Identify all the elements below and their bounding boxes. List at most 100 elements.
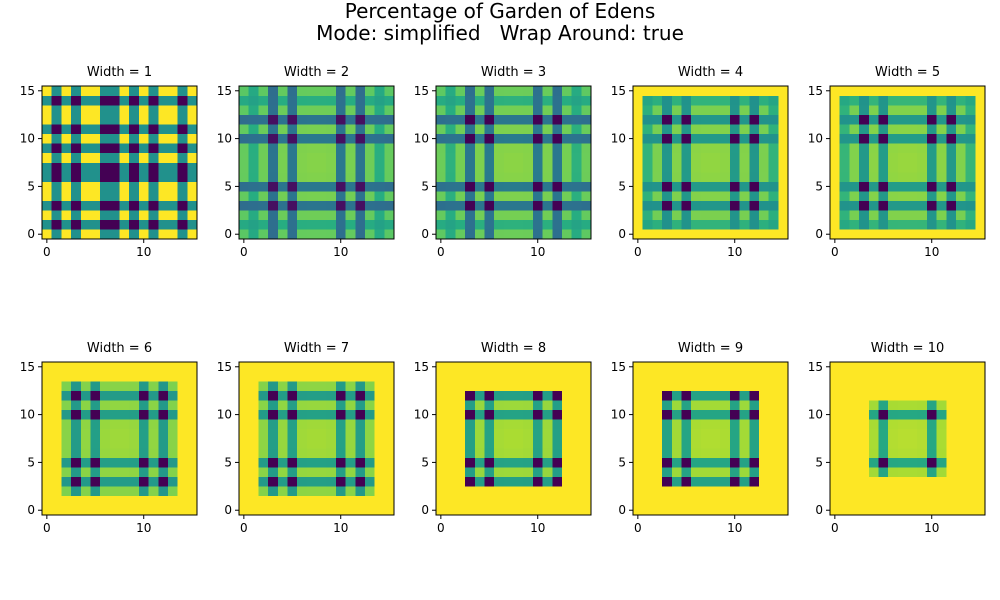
heatmap-cell [374,476,385,487]
heatmap-cell [955,409,966,420]
heatmap-cell [277,200,288,211]
heatmap-cell [965,152,976,163]
heatmap-cell [671,438,682,449]
heatmap-cell [830,428,840,439]
heatmap-cell [326,448,337,458]
heatmap-cell [878,419,889,430]
heatmap-cell [936,200,947,211]
heatmap-cell [839,229,850,240]
heatmap-cell [552,409,563,420]
heatmap-cell [119,476,130,487]
heatmap-cell [465,505,476,516]
heatmap-cell [306,495,317,506]
heatmap-cell [374,400,385,411]
heatmap-cell [167,419,178,430]
heatmap-cell [946,438,957,449]
heatmap-cell [936,105,947,115]
heatmap-cell [561,172,572,182]
heatmap-cell [484,371,495,382]
heatmap-cell [119,152,130,163]
heatmap-cell [642,219,653,230]
heatmap-cell [839,219,850,230]
heatmap-cell [859,371,870,382]
heatmap-cell [758,438,769,449]
heatmap-cell [436,181,446,192]
heatmap-cell [710,162,721,173]
heatmap-cell [671,371,682,382]
heatmap-cell [384,143,395,154]
heatmap-cell [80,476,91,487]
heatmap-cell [671,86,682,96]
heatmap-cell [542,152,553,163]
heatmap-cell [80,200,91,211]
heatmap-cell [739,495,750,506]
heatmap-cell [720,172,731,182]
heatmap-cell [907,400,918,411]
heatmap-cell [71,229,82,240]
heatmap-cell [523,114,534,125]
heatmap-cell [720,143,731,154]
heatmap-cell [888,448,899,458]
heatmap-cell [888,457,899,468]
heatmap-cell [326,200,337,211]
heatmap-cell [167,428,178,439]
heatmap-cell [849,505,860,516]
heatmap-cell [90,200,101,211]
heatmap-cell [61,124,72,135]
heatmap-cell [248,219,259,230]
heatmap-cell [946,495,957,506]
heatmap-cell [946,105,957,115]
heatmap-cell [187,495,198,506]
heatmap-cell [907,172,918,182]
heatmap-cell [187,381,198,391]
heatmap-cell [917,495,928,506]
heatmap-cell [158,467,169,478]
heatmap-cell [652,219,663,230]
heatmap-cell [167,114,178,125]
heatmap-cell [839,200,850,211]
heatmap-cell [138,152,149,163]
heatmap-cell [345,200,356,211]
heatmap-cell [355,448,366,458]
heatmap-cell [148,124,159,135]
heatmap-cell [445,409,456,420]
heatmap-cell [739,219,750,230]
heatmap-cell [955,181,966,192]
heatmap-cell [445,191,456,202]
heatmap-cell [248,200,259,211]
heatmap-cell [917,200,928,211]
heatmap-cell [936,143,947,154]
heatmap-cell [364,371,375,382]
heatmap-cell [975,86,986,96]
heatmap-cell [926,124,937,135]
heatmap-cell [691,114,702,125]
heatmap-cell [503,105,514,115]
heatmap-cell [965,381,976,391]
heatmap-cell [739,181,750,192]
heatmap-cell [445,152,456,163]
heatmap-cell [849,143,860,154]
heatmap-cell [758,371,769,382]
heatmap-cell [749,152,760,163]
heatmap-cell [681,181,692,192]
heatmap-cell [119,371,130,382]
heatmap-cell [859,448,870,458]
heatmap-cell [138,200,149,211]
heatmap-cell [975,400,986,411]
heatmap-cell [364,381,375,391]
heatmap-cell [778,114,789,125]
heatmap-cell [561,486,572,497]
heatmap-cell [936,400,947,411]
heatmap-cell [581,133,592,144]
y-tick-label: 15 [414,360,429,374]
heatmap-cell [955,400,966,411]
heatmap-cell [109,438,120,449]
heatmap-cell [691,181,702,192]
heatmap-cell [878,371,889,382]
heatmap-cell [90,409,101,420]
heatmap-cell [119,181,130,192]
heatmap-cell [355,495,366,506]
heatmap-cell [306,191,317,202]
heatmap-cell [758,86,769,96]
heatmap-cell [633,448,643,458]
